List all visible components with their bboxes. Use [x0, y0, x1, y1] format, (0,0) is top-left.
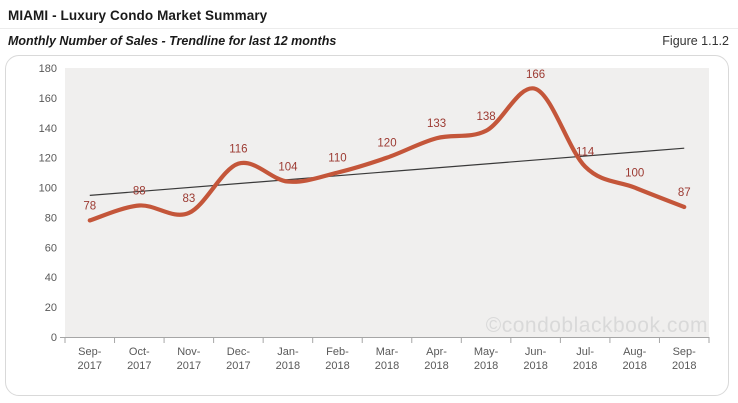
y-tick-label: 40 — [45, 272, 57, 284]
x-tick-label: May-2018 — [474, 346, 499, 372]
data-label: 100 — [625, 168, 644, 180]
page-title: MIAMI - Luxury Condo Market Summary — [8, 8, 268, 23]
x-tick-label: Aug-2018 — [622, 346, 646, 372]
x-axis — [60, 337, 710, 343]
figure-label: Figure 1.1.2 — [662, 34, 729, 48]
y-tick-label: 80 — [45, 212, 57, 224]
data-label: 78 — [83, 200, 96, 212]
y-axis-labels: 0 20 40 60 80 100 120 140 160 180 — [39, 63, 57, 344]
trend-line — [89, 147, 685, 197]
x-tick-label: Oct-2017 — [127, 346, 151, 372]
x-tick-label: Jul-2018 — [573, 346, 597, 372]
data-labels: 78 88 83 116 104 110 120 133 138 166 114 100 87 — [83, 69, 690, 213]
y-tick-label: 0 — [51, 332, 57, 344]
data-label: 87 — [678, 187, 691, 199]
data-label: 88 — [133, 185, 146, 197]
sales-line — [87, 86, 687, 223]
title-row: MIAMI - Luxury Condo Market Summary — [0, 0, 738, 28]
y-tick-label: 140 — [39, 123, 57, 135]
x-axis-labels: Sep-2017 Oct-2017 Nov-2017 Dec-2017 Jan-2018… — [78, 346, 697, 372]
header-divider — [0, 28, 738, 29]
x-tick-label: Nov-2017 — [177, 346, 201, 372]
watermark: ©condoblackbook.com — [485, 314, 708, 337]
x-tick-label: Apr-2018 — [424, 346, 448, 372]
data-label: 116 — [229, 144, 247, 156]
data-label: 104 — [278, 162, 298, 174]
chart-subtitle: Monthly Number of Sales - Trendline for … — [8, 34, 337, 48]
x-tick-label: Jun-2018 — [523, 346, 547, 372]
sales-trend-chart: 0 20 40 60 80 100 120 140 160 180 Sep-2017 Oct-2017… — [39, 63, 710, 372]
x-tick-label: Dec-2017 — [226, 346, 250, 372]
y-tick-label: 60 — [45, 242, 57, 254]
y-tick-label: 160 — [39, 93, 57, 105]
x-tick-label: Sep-2017 — [78, 346, 102, 372]
data-label: 166 — [526, 69, 545, 81]
x-tick-label: Mar-2018 — [375, 346, 399, 372]
data-label: 133 — [427, 118, 446, 130]
data-label: 120 — [377, 138, 396, 150]
data-label: 138 — [476, 111, 495, 123]
y-tick-label: 120 — [39, 153, 57, 165]
y-tick-label: 20 — [45, 302, 57, 314]
report-header: MIAMI - Luxury Condo Market Summary Mont… — [0, 0, 738, 48]
y-tick-label: 100 — [39, 183, 57, 195]
plot-area — [65, 68, 709, 337]
x-tick-label: Sep-2018 — [672, 346, 696, 372]
x-tick-label: Jan-2018 — [276, 346, 300, 372]
x-tick-label: Feb-2018 — [325, 346, 349, 372]
data-label: 83 — [182, 193, 195, 205]
subtitle-row: Monthly Number of Sales - Trendline for … — [0, 29, 738, 48]
y-tick-label: 180 — [39, 63, 57, 75]
data-label: 110 — [328, 153, 346, 165]
data-label: 114 — [576, 147, 595, 159]
chart-frame: 0 20 40 60 80 100 120 140 160 180 Sep-2017 Oct-2017… — [5, 55, 729, 396]
